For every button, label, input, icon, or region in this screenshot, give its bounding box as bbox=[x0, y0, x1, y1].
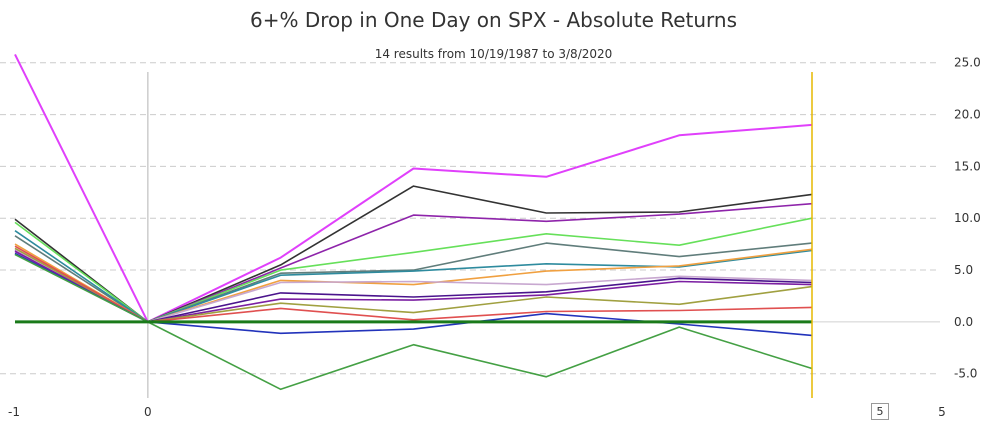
x-tick-label: -1 bbox=[8, 405, 20, 419]
grid-lines bbox=[0, 62, 940, 375]
y-tick-label: 25.0 bbox=[954, 56, 981, 70]
y-tick-label: 20.0 bbox=[954, 108, 981, 122]
chart-subtitle: 14 results from 10/19/1987 to 3/8/2020 bbox=[374, 47, 613, 61]
x-tick-label: 0 bbox=[144, 405, 152, 419]
series-line bbox=[14, 202, 813, 323]
series-lines bbox=[14, 53, 813, 398]
range-end-box[interactable]: 5 bbox=[871, 403, 889, 420]
y-tick-label: 10.0 bbox=[954, 211, 981, 225]
chart-title: 6+% Drop in One Day on SPX - Absolute Re… bbox=[249, 8, 738, 32]
x-tick-labels: -1 0 5 bbox=[8, 405, 946, 419]
series-line bbox=[14, 185, 813, 323]
y-tick-label: 15.0 bbox=[954, 159, 981, 173]
x-tick-label: 5 bbox=[938, 405, 946, 419]
y-tick-labels: 25.0 20.0 15.0 10.0 5.0 0.0 -5.0 bbox=[954, 56, 981, 381]
y-tick-label: -5.0 bbox=[954, 367, 977, 381]
y-tick-label: 5.0 bbox=[954, 263, 973, 277]
y-tick-label: 0.0 bbox=[954, 315, 973, 329]
